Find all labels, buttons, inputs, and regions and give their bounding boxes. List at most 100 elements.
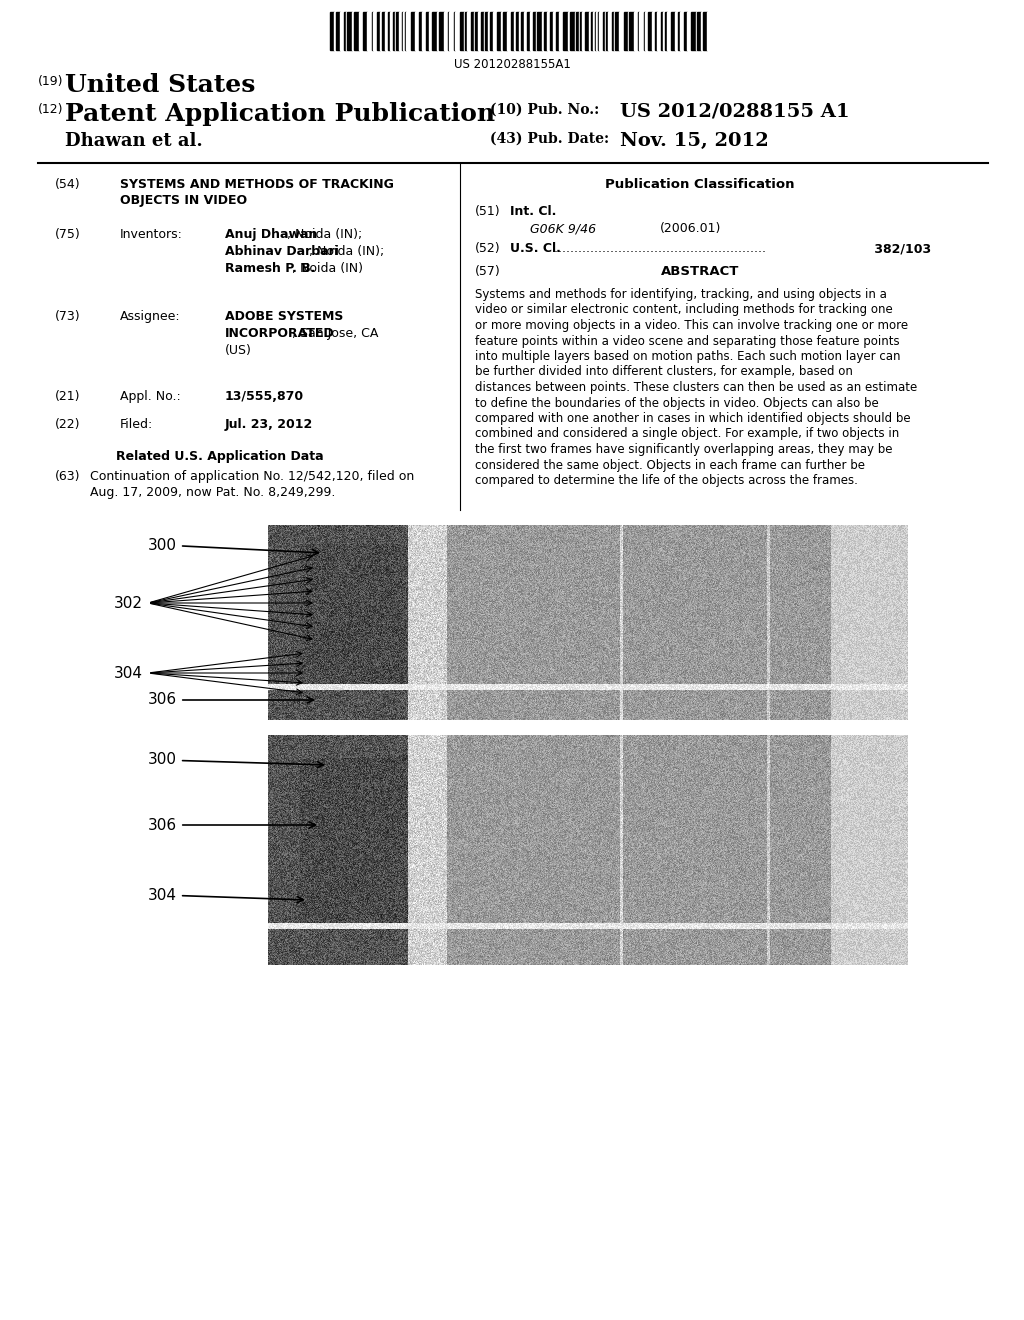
Text: (43) Pub. Date:: (43) Pub. Date:	[490, 132, 609, 147]
Bar	[559, 12, 563, 50]
Bar	[330, 12, 334, 50]
Text: (63): (63)	[55, 470, 81, 483]
Bar	[351, 12, 354, 50]
Bar	[612, 12, 613, 50]
Bar	[545, 12, 548, 50]
Text: United States: United States	[65, 73, 255, 96]
Bar	[514, 12, 516, 50]
Bar	[620, 12, 624, 50]
Bar	[373, 12, 378, 50]
Bar	[695, 12, 697, 50]
Bar	[708, 12, 710, 50]
Bar	[399, 12, 402, 50]
Bar	[615, 12, 620, 50]
Bar	[393, 12, 395, 50]
Bar	[676, 12, 678, 50]
Bar	[634, 12, 638, 50]
Bar	[344, 12, 346, 50]
Text: (57): (57)	[475, 265, 501, 279]
Bar	[354, 12, 358, 50]
Text: OBJECTS IN VIDEO: OBJECTS IN VIDEO	[120, 194, 247, 207]
Bar	[656, 12, 662, 50]
Bar	[372, 12, 373, 50]
Bar	[396, 12, 399, 50]
Text: , Noida (IN);: , Noida (IN);	[287, 228, 361, 242]
Bar	[436, 12, 439, 50]
Text: SYSTEMS AND METHODS OF TRACKING: SYSTEMS AND METHODS OF TRACKING	[120, 178, 394, 191]
Bar	[570, 12, 574, 50]
Bar	[645, 12, 648, 50]
Bar	[663, 12, 666, 50]
Bar	[432, 12, 436, 50]
Text: compared to determine the life of the objects across the frames.: compared to determine the life of the ob…	[475, 474, 858, 487]
Bar	[336, 12, 340, 50]
Bar	[527, 12, 530, 50]
Bar	[553, 12, 556, 50]
Bar	[411, 12, 415, 50]
Bar	[516, 12, 518, 50]
Bar	[456, 12, 460, 50]
Bar	[638, 12, 639, 50]
Bar	[485, 12, 488, 50]
Bar	[680, 12, 684, 50]
Text: Jul. 23, 2012: Jul. 23, 2012	[225, 418, 313, 432]
Bar	[582, 12, 585, 50]
Bar	[684, 12, 687, 50]
Bar	[574, 12, 577, 50]
Text: (19): (19)	[38, 75, 63, 88]
Text: ABSTRACT: ABSTRACT	[660, 265, 739, 279]
Bar	[579, 12, 581, 50]
Bar	[403, 12, 404, 50]
Bar	[502, 12, 503, 50]
Text: Ramesh P. B.: Ramesh P. B.	[225, 261, 315, 275]
Text: (12): (12)	[38, 103, 63, 116]
Bar	[639, 12, 644, 50]
Bar	[464, 12, 465, 50]
Bar	[613, 12, 615, 50]
Bar	[467, 12, 471, 50]
Bar	[454, 12, 456, 50]
Text: Filed:: Filed:	[120, 418, 154, 432]
Text: Aug. 17, 2009, now Pat. No. 8,249,299.: Aug. 17, 2009, now Pat. No. 8,249,299.	[90, 486, 336, 499]
Text: 304: 304	[148, 887, 303, 903]
Bar	[521, 12, 524, 50]
Bar	[395, 12, 396, 50]
Bar	[538, 12, 542, 50]
Text: Publication Classification: Publication Classification	[605, 178, 795, 191]
Text: Appl. No.:: Appl. No.:	[120, 389, 181, 403]
Text: (10) Pub. No.:: (10) Pub. No.:	[490, 103, 599, 117]
Bar	[415, 12, 419, 50]
Bar	[536, 12, 538, 50]
Text: 13/555,870: 13/555,870	[225, 389, 304, 403]
Text: U.S. Cl.: U.S. Cl.	[510, 242, 561, 255]
Text: considered the same object. Objects in each frame can further be: considered the same object. Objects in e…	[475, 458, 865, 471]
Text: , Noida (IN);: , Noida (IN);	[309, 246, 384, 257]
Text: , San Jose, CA: , San Jose, CA	[292, 327, 379, 341]
Bar	[340, 12, 344, 50]
Bar	[589, 12, 591, 50]
Bar	[390, 12, 393, 50]
Text: the first two frames have significantly overlapping areas, they may be: the first two frames have significantly …	[475, 444, 893, 455]
Bar	[655, 12, 656, 50]
Bar	[548, 12, 550, 50]
Text: Nov. 15, 2012: Nov. 15, 2012	[620, 132, 769, 150]
Text: 302: 302	[114, 595, 143, 610]
Bar	[443, 12, 449, 50]
Bar	[530, 12, 532, 50]
Bar	[628, 12, 630, 50]
Bar	[404, 12, 407, 50]
Text: ADOBE SYSTEMS: ADOBE SYSTEMS	[225, 310, 343, 323]
Text: (21): (21)	[55, 389, 81, 403]
Bar	[346, 12, 347, 50]
Bar	[422, 12, 426, 50]
Bar	[591, 12, 594, 50]
Bar	[407, 12, 411, 50]
Bar	[605, 12, 606, 50]
Bar	[697, 12, 701, 50]
Text: US 20120288155A1: US 20120288155A1	[454, 58, 570, 71]
Text: be further divided into different clusters, for example, based on: be further divided into different cluste…	[475, 366, 853, 379]
Bar	[648, 12, 652, 50]
Text: Systems and methods for identifying, tracking, and using objects in a: Systems and methods for identifying, tra…	[475, 288, 887, 301]
Bar	[368, 12, 372, 50]
Bar	[439, 12, 443, 50]
